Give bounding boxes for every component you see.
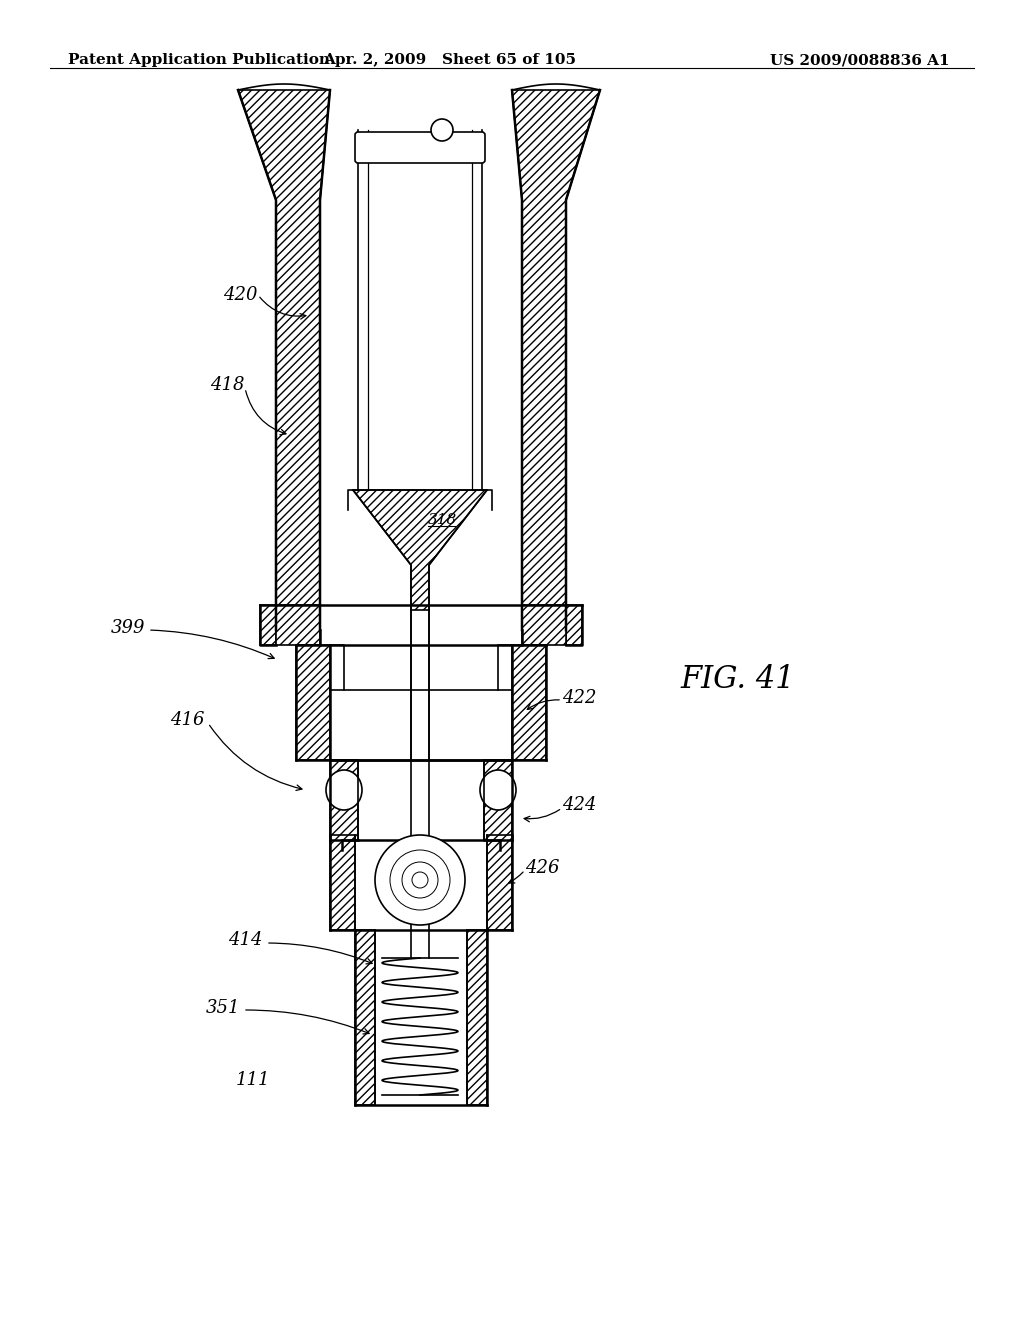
- Text: 416: 416: [171, 711, 205, 729]
- Bar: [296, 645, 330, 760]
- Ellipse shape: [326, 770, 362, 810]
- Bar: [330, 760, 358, 840]
- Bar: [522, 605, 566, 645]
- Bar: [330, 836, 355, 931]
- Bar: [260, 605, 276, 645]
- Text: 318: 318: [427, 513, 457, 527]
- Text: 420: 420: [223, 286, 258, 304]
- Bar: [566, 605, 582, 645]
- Text: Patent Application Publication: Patent Application Publication: [68, 53, 330, 67]
- Ellipse shape: [431, 119, 453, 141]
- Bar: [484, 760, 512, 840]
- Text: 111: 111: [236, 1071, 270, 1089]
- Bar: [512, 645, 546, 760]
- Bar: [355, 931, 375, 1105]
- Bar: [487, 836, 512, 931]
- Text: 418: 418: [211, 376, 245, 393]
- Text: 399: 399: [111, 619, 145, 638]
- Polygon shape: [238, 90, 330, 630]
- Text: 426: 426: [525, 859, 559, 876]
- Text: US 2009/0088836 A1: US 2009/0088836 A1: [770, 53, 949, 67]
- Text: 414: 414: [228, 931, 263, 949]
- Ellipse shape: [375, 836, 465, 925]
- Text: 422: 422: [562, 689, 597, 708]
- Text: FIG. 41: FIG. 41: [680, 664, 795, 696]
- FancyBboxPatch shape: [355, 132, 485, 162]
- Polygon shape: [512, 90, 600, 630]
- Text: Apr. 2, 2009   Sheet 65 of 105: Apr. 2, 2009 Sheet 65 of 105: [324, 53, 577, 67]
- Bar: [467, 931, 487, 1105]
- Bar: [276, 605, 319, 645]
- Ellipse shape: [480, 770, 516, 810]
- Polygon shape: [353, 490, 487, 610]
- Text: 351: 351: [206, 999, 240, 1016]
- Text: 424: 424: [562, 796, 597, 814]
